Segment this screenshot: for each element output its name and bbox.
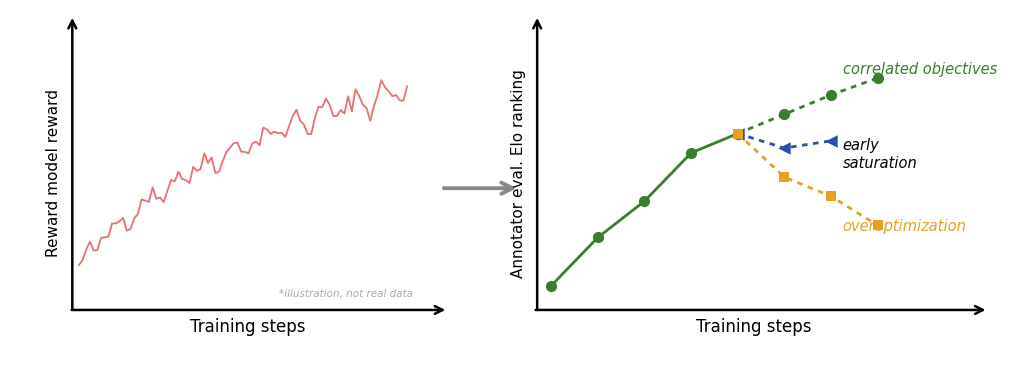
Text: early
saturation: early saturation (843, 138, 917, 171)
Point (590, 235, 606, 241)
Point (729, 131, 746, 137)
Point (823, 92, 840, 98)
Point (729, 131, 746, 137)
Point (776, 145, 792, 151)
Point (870, 223, 886, 228)
Point (776, 111, 792, 117)
Point (776, 174, 792, 180)
Point (870, 75, 886, 81)
Text: *illustration, not real data: *illustration, not real data (279, 289, 413, 299)
Point (823, 193, 840, 199)
Y-axis label: Reward model reward: Reward model reward (46, 89, 61, 258)
Y-axis label: Annotator eval. Elo ranking: Annotator eval. Elo ranking (511, 69, 526, 278)
X-axis label: Training steps: Training steps (190, 318, 306, 336)
X-axis label: Training steps: Training steps (696, 318, 812, 336)
Text: overoptimization: overoptimization (843, 219, 967, 234)
Point (823, 138, 840, 144)
Point (729, 131, 746, 137)
Point (543, 283, 560, 289)
Point (683, 150, 699, 156)
Point (636, 198, 653, 204)
Text: correlated objectives: correlated objectives (843, 62, 997, 77)
Point (729, 131, 746, 137)
